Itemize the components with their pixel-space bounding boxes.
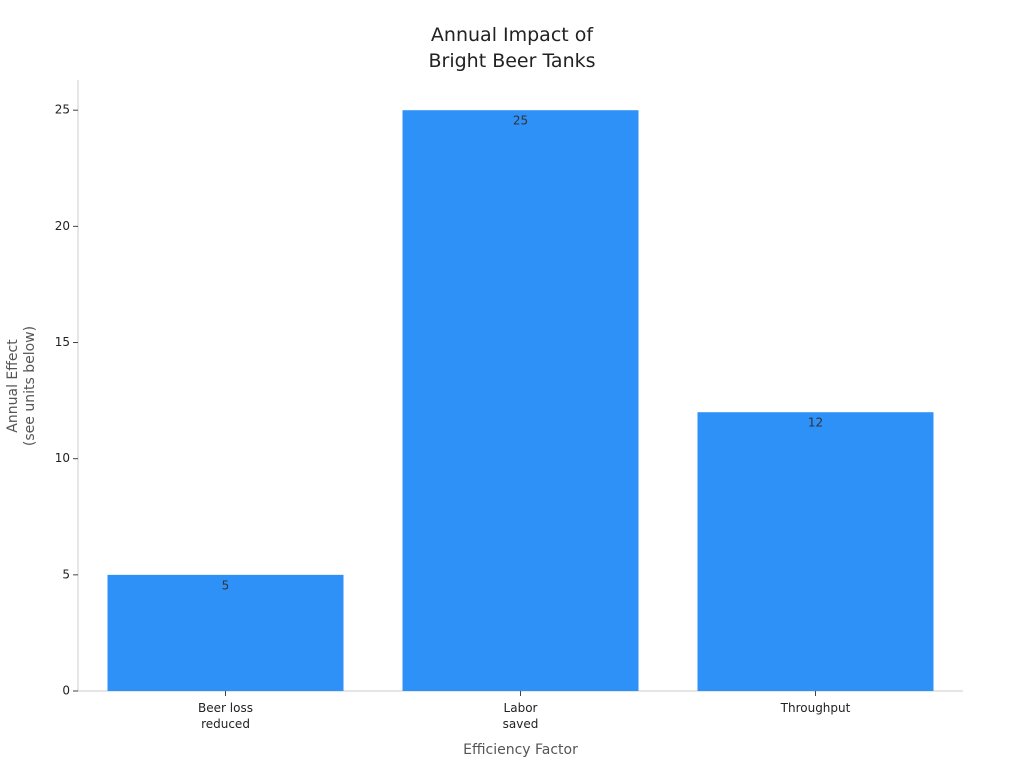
chart-title: Annual Impact of Bright Beer Tanks xyxy=(428,24,596,72)
y-tick-label: 0 xyxy=(62,684,70,698)
x-tick-label: Throughput xyxy=(780,701,851,715)
y-tick-label: 20 xyxy=(55,219,70,233)
y-tick-label: 25 xyxy=(55,103,70,117)
data-label: 5 xyxy=(222,578,230,592)
data-label: 25 xyxy=(513,114,528,128)
bar xyxy=(107,574,344,691)
y-tick-label: 5 xyxy=(62,567,70,581)
x-tick-label: Beer loss reduced xyxy=(198,701,253,731)
y-axis-label: Annual Effect (see units below) xyxy=(5,325,38,446)
y-tick-label: 10 xyxy=(55,451,70,465)
y-tick-label: 15 xyxy=(55,335,70,349)
x-axis-label: Efficiency Factor xyxy=(463,742,578,758)
bar xyxy=(402,110,639,691)
bar xyxy=(697,412,934,691)
data-label: 12 xyxy=(808,416,823,430)
x-tick-label: Labor saved xyxy=(502,701,539,731)
